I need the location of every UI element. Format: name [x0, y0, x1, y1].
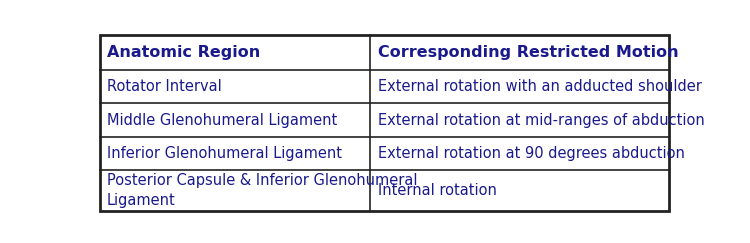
- Text: Posterior Capsule & Inferior Glenohumeral
Ligament: Posterior Capsule & Inferior Glenohumera…: [107, 173, 418, 208]
- Text: Internal rotation: Internal rotation: [378, 183, 496, 198]
- Text: External rotation with an adducted shoulder: External rotation with an adducted shoul…: [378, 79, 701, 94]
- Text: Rotator Interval: Rotator Interval: [107, 79, 222, 94]
- Text: External rotation at mid-ranges of abduction: External rotation at mid-ranges of abduc…: [378, 113, 704, 128]
- Text: Anatomic Region: Anatomic Region: [107, 45, 260, 60]
- Text: Middle Glenohumeral Ligament: Middle Glenohumeral Ligament: [107, 113, 338, 128]
- Text: Inferior Glenohumeral Ligament: Inferior Glenohumeral Ligament: [107, 146, 342, 161]
- Text: External rotation at 90 degrees abduction: External rotation at 90 degrees abductio…: [378, 146, 685, 161]
- Text: Corresponding Restricted Motion: Corresponding Restricted Motion: [378, 45, 678, 60]
